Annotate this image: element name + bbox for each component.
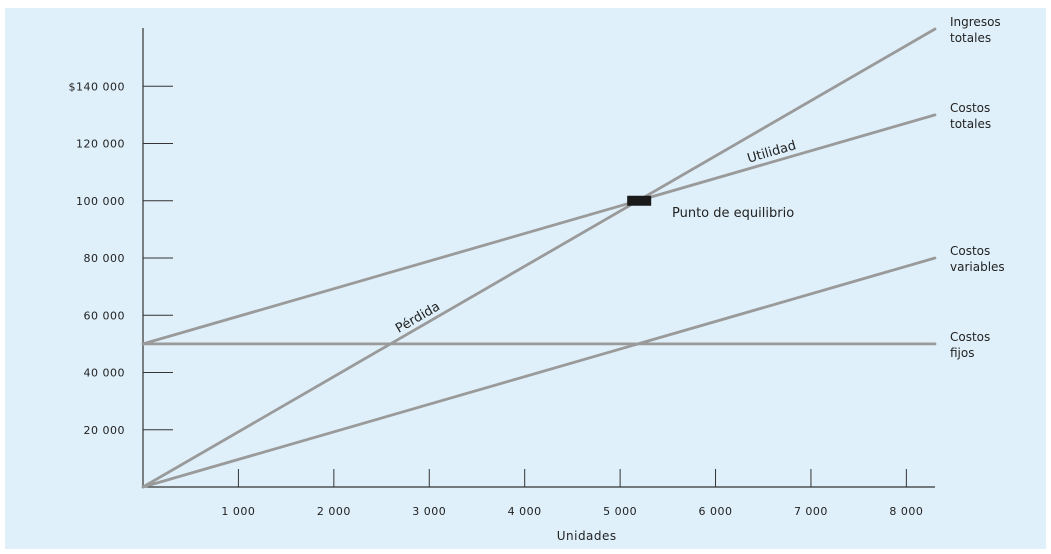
series-line-costos-variables [141, 256, 937, 489]
series-label-line: Costos [950, 330, 990, 344]
y-tick-label: 60 000 [84, 309, 126, 322]
series-label-ingresos: Ingresos totales [950, 15, 1001, 45]
x-tick-label: 4 000 [508, 505, 542, 518]
x-tick-label: 3 000 [412, 505, 446, 518]
x-tick-label: 1 000 [221, 505, 255, 518]
series-label-line: totales [950, 31, 991, 45]
x-tick-label: 5 000 [603, 505, 637, 518]
break-even-marker [627, 195, 652, 206]
y-tick-label: $140 000 [69, 80, 126, 93]
series-label-line: Ingresos [950, 15, 1001, 29]
series-line-costos-totales [141, 113, 937, 346]
series-label-line: Costos [950, 244, 990, 258]
y-tick-label: 100 000 [76, 195, 125, 208]
x-tick-label: 8 000 [889, 505, 923, 518]
series-label-costos-totales: Costos totales [950, 101, 991, 131]
series-label-line: Costos [950, 101, 990, 115]
y-tick-label: 80 000 [84, 252, 126, 265]
series-label-costos-fijos: Costos fijos [950, 330, 990, 360]
series-label-line: fijos [950, 346, 975, 360]
y-tick-label: 40 000 [84, 367, 126, 380]
x-tick-label: 6 000 [699, 505, 733, 518]
series-line-ingresos [141, 27, 937, 489]
x-tick-label: 7 000 [794, 505, 828, 518]
series-label-line: variables [950, 260, 1005, 274]
x-tick-label: 2 000 [317, 505, 351, 518]
annotation-equilibrio: Punto de equilibrio [672, 206, 794, 221]
series-label-line: totales [950, 117, 991, 131]
y-tick-label: 20 000 [84, 424, 126, 437]
chart-background [5, 8, 1046, 549]
y-tick-label: 120 000 [76, 138, 125, 151]
series-label-costos-variables: Costos variables [950, 244, 1005, 274]
x-axis-title: Unidades [557, 529, 617, 543]
